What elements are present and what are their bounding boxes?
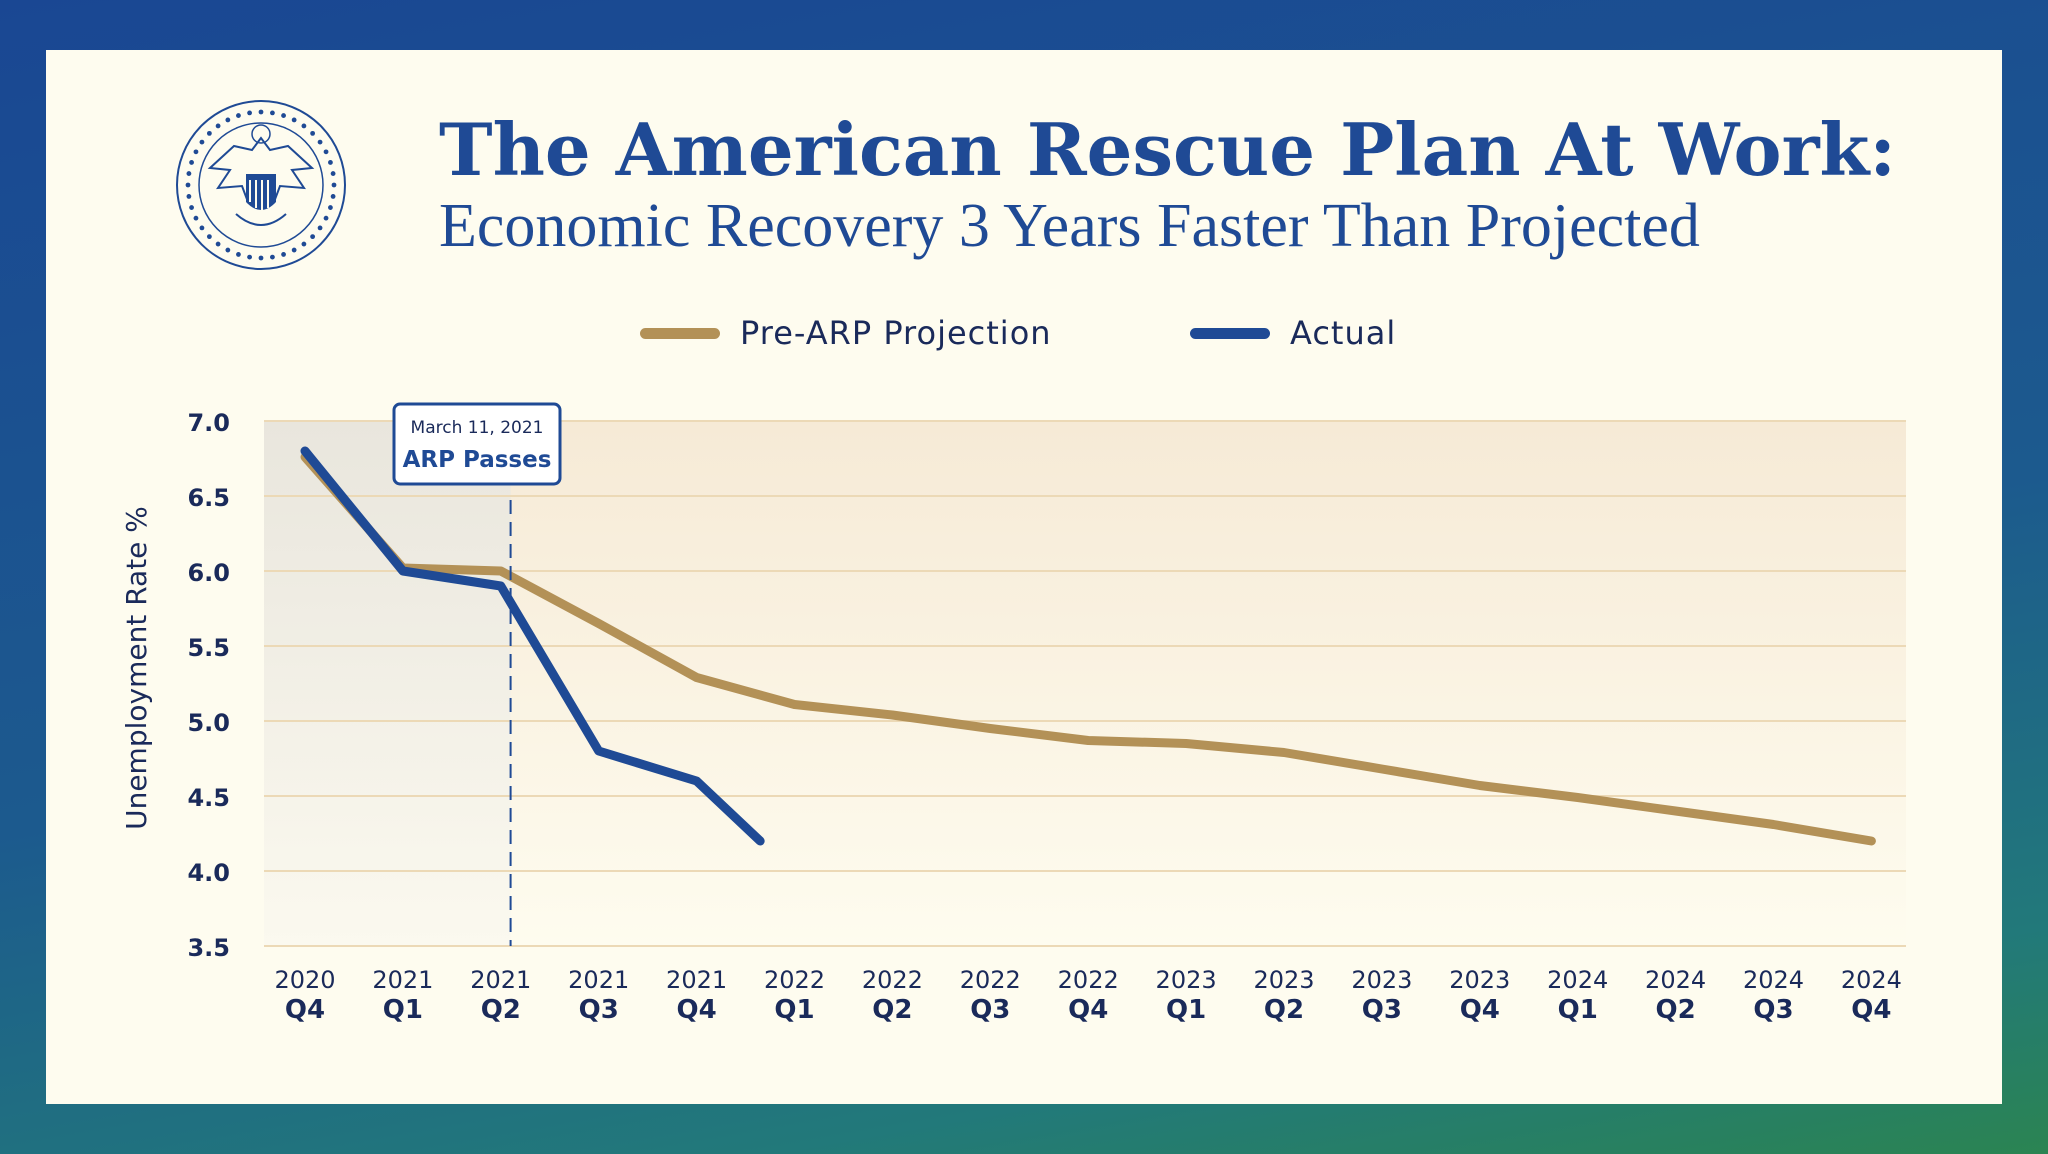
x-tick-year: 2024 — [1547, 966, 1608, 994]
series-line-actual — [300, 446, 765, 846]
x-tick-quarter: Q4 — [285, 995, 325, 1025]
arp-callout-label: ARP Passes — [403, 447, 552, 473]
arp-callout-date: March 11, 2021 — [411, 418, 544, 438]
x-tick-quarter: Q3 — [1753, 995, 1793, 1025]
x-tick-quarter: Q1 — [383, 995, 423, 1025]
x-tick-year: 2023 — [1253, 966, 1314, 994]
x-tick-year: 2022 — [862, 966, 923, 994]
x-tick-quarter: Q2 — [481, 995, 521, 1025]
x-tick-quarter: Q1 — [1166, 995, 1206, 1025]
y-tick-label: 6.0 — [187, 559, 230, 587]
x-tick-quarter: Q4 — [1068, 995, 1108, 1025]
x-tick-year: 2023 — [1156, 966, 1217, 994]
x-tick-quarter: Q4 — [1851, 995, 1891, 1025]
x-tick-year: 2022 — [960, 966, 1021, 994]
x-tick-year: 2021 — [372, 966, 433, 994]
y-tick-label: 4.5 — [187, 784, 230, 812]
series-line-projection — [300, 452, 1876, 846]
x-tick-quarter: Q4 — [676, 995, 716, 1025]
x-tick-year: 2020 — [274, 966, 335, 994]
legend-swatch-actual — [1190, 327, 1270, 339]
page-subtitle: Economic Recovery 3 Years Faster Than Pr… — [439, 192, 1700, 260]
x-tick-quarter: Q2 — [1264, 995, 1304, 1025]
x-tick-year: 2022 — [1058, 966, 1119, 994]
x-tick-year: 2022 — [764, 966, 825, 994]
y-tick-label: 4.0 — [187, 859, 230, 887]
pre-arp-shading — [264, 421, 511, 946]
y-tick-label: 5.0 — [187, 709, 230, 737]
y-tick-label: 6.5 — [187, 484, 230, 512]
arp-callout-box — [392, 402, 562, 486]
legend-label-actual: Actual — [1290, 314, 1397, 352]
page-title: The American Rescue Plan At Work: — [439, 107, 1896, 192]
legend-item-actual: Actual — [1190, 310, 1396, 356]
x-tick-quarter: Q4 — [1460, 995, 1500, 1025]
x-tick-quarter: Q1 — [1558, 995, 1598, 1025]
presidential-seal-icon — [176, 100, 346, 270]
x-tick-year: 2021 — [568, 966, 629, 994]
y-tick-label: 5.5 — [187, 634, 230, 662]
x-tick-year: 2024 — [1841, 966, 1902, 994]
x-tick-quarter: Q2 — [1655, 995, 1695, 1025]
plot-area — [264, 421, 1906, 946]
y-axis-label: Unemployment Rate % — [120, 506, 153, 830]
legend-swatch-projection — [640, 327, 720, 339]
x-tick-year: 2023 — [1449, 966, 1510, 994]
y-tick-label: 3.5 — [187, 934, 230, 962]
x-tick-quarter: Q3 — [579, 995, 619, 1025]
legend-label-projection: Pre-ARP Projection — [740, 314, 1052, 352]
legend-item-projection: Pre-ARP Projection — [640, 310, 1052, 356]
x-tick-year: 2021 — [470, 966, 531, 994]
x-tick-year: 2023 — [1351, 966, 1412, 994]
x-tick-year: 2024 — [1645, 966, 1706, 994]
x-tick-year: 2021 — [666, 966, 727, 994]
x-tick-quarter: Q3 — [1362, 995, 1402, 1025]
x-tick-year: 2024 — [1743, 966, 1804, 994]
x-tick-quarter: Q3 — [970, 995, 1010, 1025]
x-tick-quarter: Q1 — [774, 995, 814, 1025]
x-tick-quarter: Q2 — [872, 995, 912, 1025]
y-tick-label: 7.0 — [187, 409, 230, 437]
